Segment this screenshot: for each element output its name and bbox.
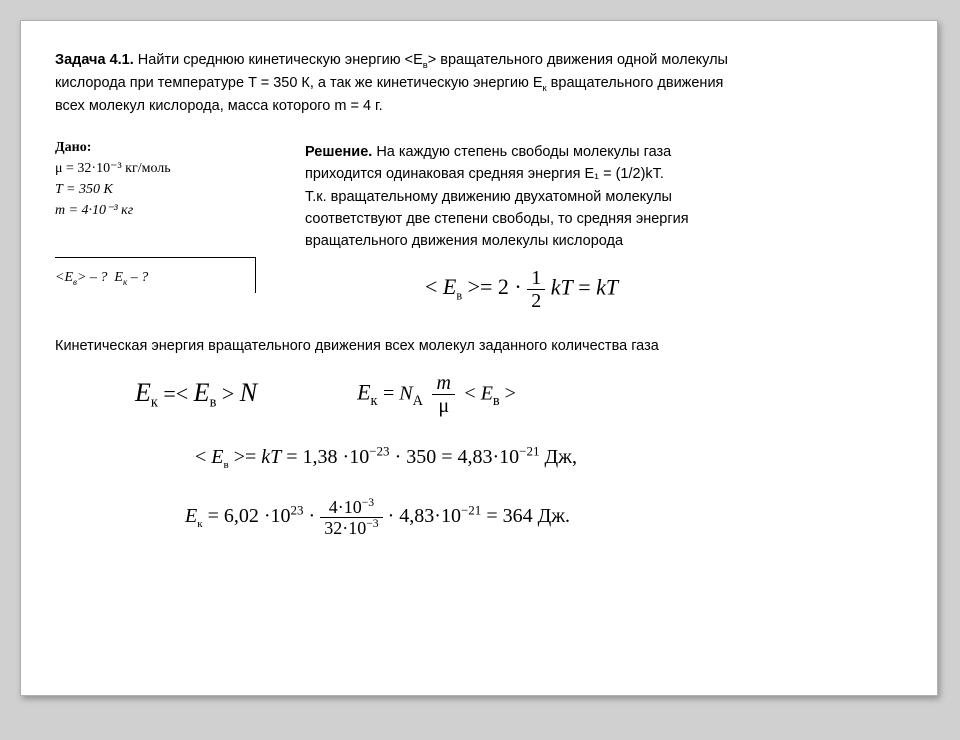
problem-text-2b: вращательного движения <box>547 75 724 91</box>
formula-1: < Eв >= 2 · 12 kT = kT <box>425 267 903 312</box>
given-T: T = 350 К <box>55 179 275 200</box>
solution-s4: соответствуют две степени свободы, то ср… <box>305 208 903 230</box>
given-title: Дано: <box>55 137 275 158</box>
given-m: m = 4·10⁻³ кг <box>55 200 275 221</box>
problem-text-1a: Найти среднюю кинетическую энергию <E <box>138 52 423 68</box>
formula-2b: Eк = NA mμ < Eв > <box>357 372 516 417</box>
problem-statement: Задача 4.1. Найти среднюю кинетическую э… <box>55 49 903 119</box>
full-line: Кинетическая энергия вращательного движе… <box>55 338 903 354</box>
given-mu: μ = 32·10⁻³ кг/моль <box>55 158 275 179</box>
solution-block: Решение. На каждую степень свободы молек… <box>275 137 903 320</box>
problem-label: Задача 4.1. <box>55 52 134 68</box>
row-formulas: Eк =< Eв > N Eк = NA mμ < Eв > <box>135 364 903 425</box>
problem-text-2a: кислорода при температуре T = 350 К, а т… <box>55 75 543 91</box>
given-block: Дано: μ = 32·10⁻³ кг/моль T = 350 К m = … <box>55 137 275 320</box>
document-card: Задача 4.1. Найти среднюю кинетическую э… <box>20 20 938 696</box>
solution-s1: На каждую степень свободы молекулы газа <box>376 144 671 160</box>
solution-s3: Т.к. вращательному движению двухатомной … <box>305 186 903 208</box>
problem-text-1b: > вращательного движения одной молекулы <box>428 52 728 68</box>
solution-label: Решение. <box>305 144 372 160</box>
formula-2a: Eк =< Eв > N <box>135 378 257 411</box>
formula-4: Eк = 6,02 ·1023 · 4·10−3 32·10−3 · 4,83·… <box>185 497 903 540</box>
problem-text-3: всех молекул кислорода, масса которого m… <box>55 98 383 114</box>
solution-s5: вращательного движения молекулы кислород… <box>305 230 903 252</box>
formula-3: < Eв >= kT = 1,38 ·10−23 · 350 = 4,83·10… <box>195 443 903 471</box>
mid-row: Дано: μ = 32·10⁻³ кг/моль T = 350 К m = … <box>55 137 903 320</box>
solution-s2: приходится одинаковая средняя энергия E₁… <box>305 163 903 185</box>
given-find-wrap: <Eв> – ? Eк – ? <box>55 259 256 293</box>
